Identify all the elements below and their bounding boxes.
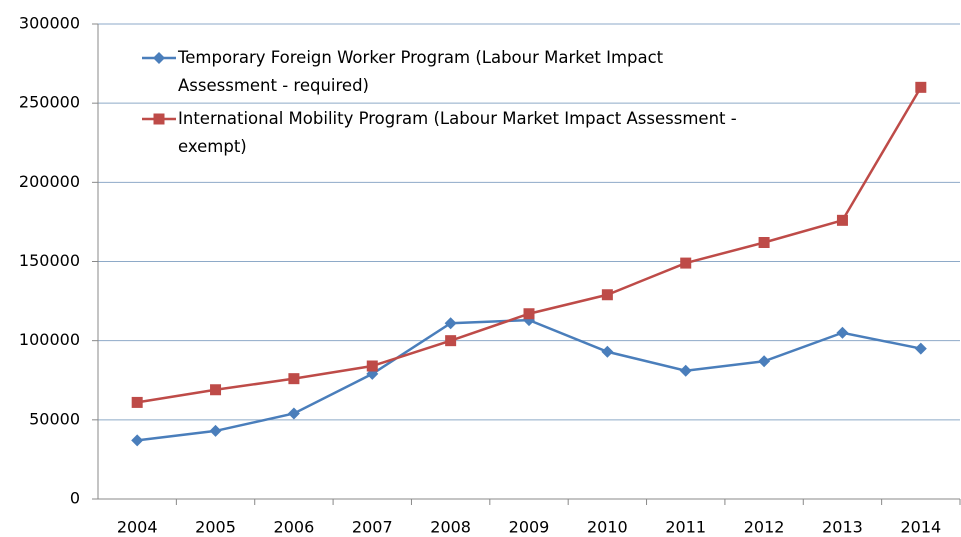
legend-label: Temporary Foreign Worker Program (Labour… (178, 48, 664, 95)
x-tick-label: 2005 (195, 518, 236, 537)
data-point (131, 396, 143, 408)
data-point (758, 355, 771, 368)
y-tick-label: 100000 (19, 330, 80, 349)
x-tick-label: 2014 (900, 518, 941, 537)
series-line (137, 318, 922, 442)
x-tick-label: 2006 (274, 518, 315, 537)
data-point (288, 373, 300, 385)
data-point (444, 317, 457, 330)
data-point (209, 424, 222, 437)
x-tick-label: 2004 (117, 518, 158, 537)
data-point (836, 214, 848, 226)
data-point (915, 81, 927, 93)
data-point (131, 434, 144, 447)
y-tick-label: 50000 (29, 409, 80, 428)
x-tick-label: 2013 (822, 518, 863, 537)
data-point (601, 289, 613, 301)
y-tick-label: 200000 (19, 172, 80, 191)
x-tick-label: 2010 (587, 518, 628, 537)
data-point (210, 384, 222, 396)
x-tick-label: 2008 (430, 518, 471, 537)
y-tick-label: 0 (70, 489, 80, 508)
legend-label: International Mobility Program (Labour M… (178, 109, 737, 156)
data-point (914, 342, 927, 355)
data-point (836, 326, 849, 339)
data-point (287, 407, 300, 420)
x-tick-label: 2012 (744, 518, 785, 537)
legend-marker (153, 52, 165, 64)
x-tick-label: 2011 (665, 518, 706, 537)
x-tick-label: 2007 (352, 518, 393, 537)
x-tick-label: 2009 (509, 518, 550, 537)
data-point (523, 308, 535, 320)
y-tick-label: 150000 (19, 251, 80, 270)
data-point (445, 335, 457, 347)
data-point (366, 360, 378, 372)
y-tick-label: 250000 (19, 93, 80, 112)
data-point (758, 237, 770, 248)
data-point (680, 257, 692, 269)
y-tick-label: 300000 (19, 14, 80, 33)
legend-marker (153, 113, 165, 125)
data-point (601, 345, 614, 358)
data-point (679, 364, 692, 377)
